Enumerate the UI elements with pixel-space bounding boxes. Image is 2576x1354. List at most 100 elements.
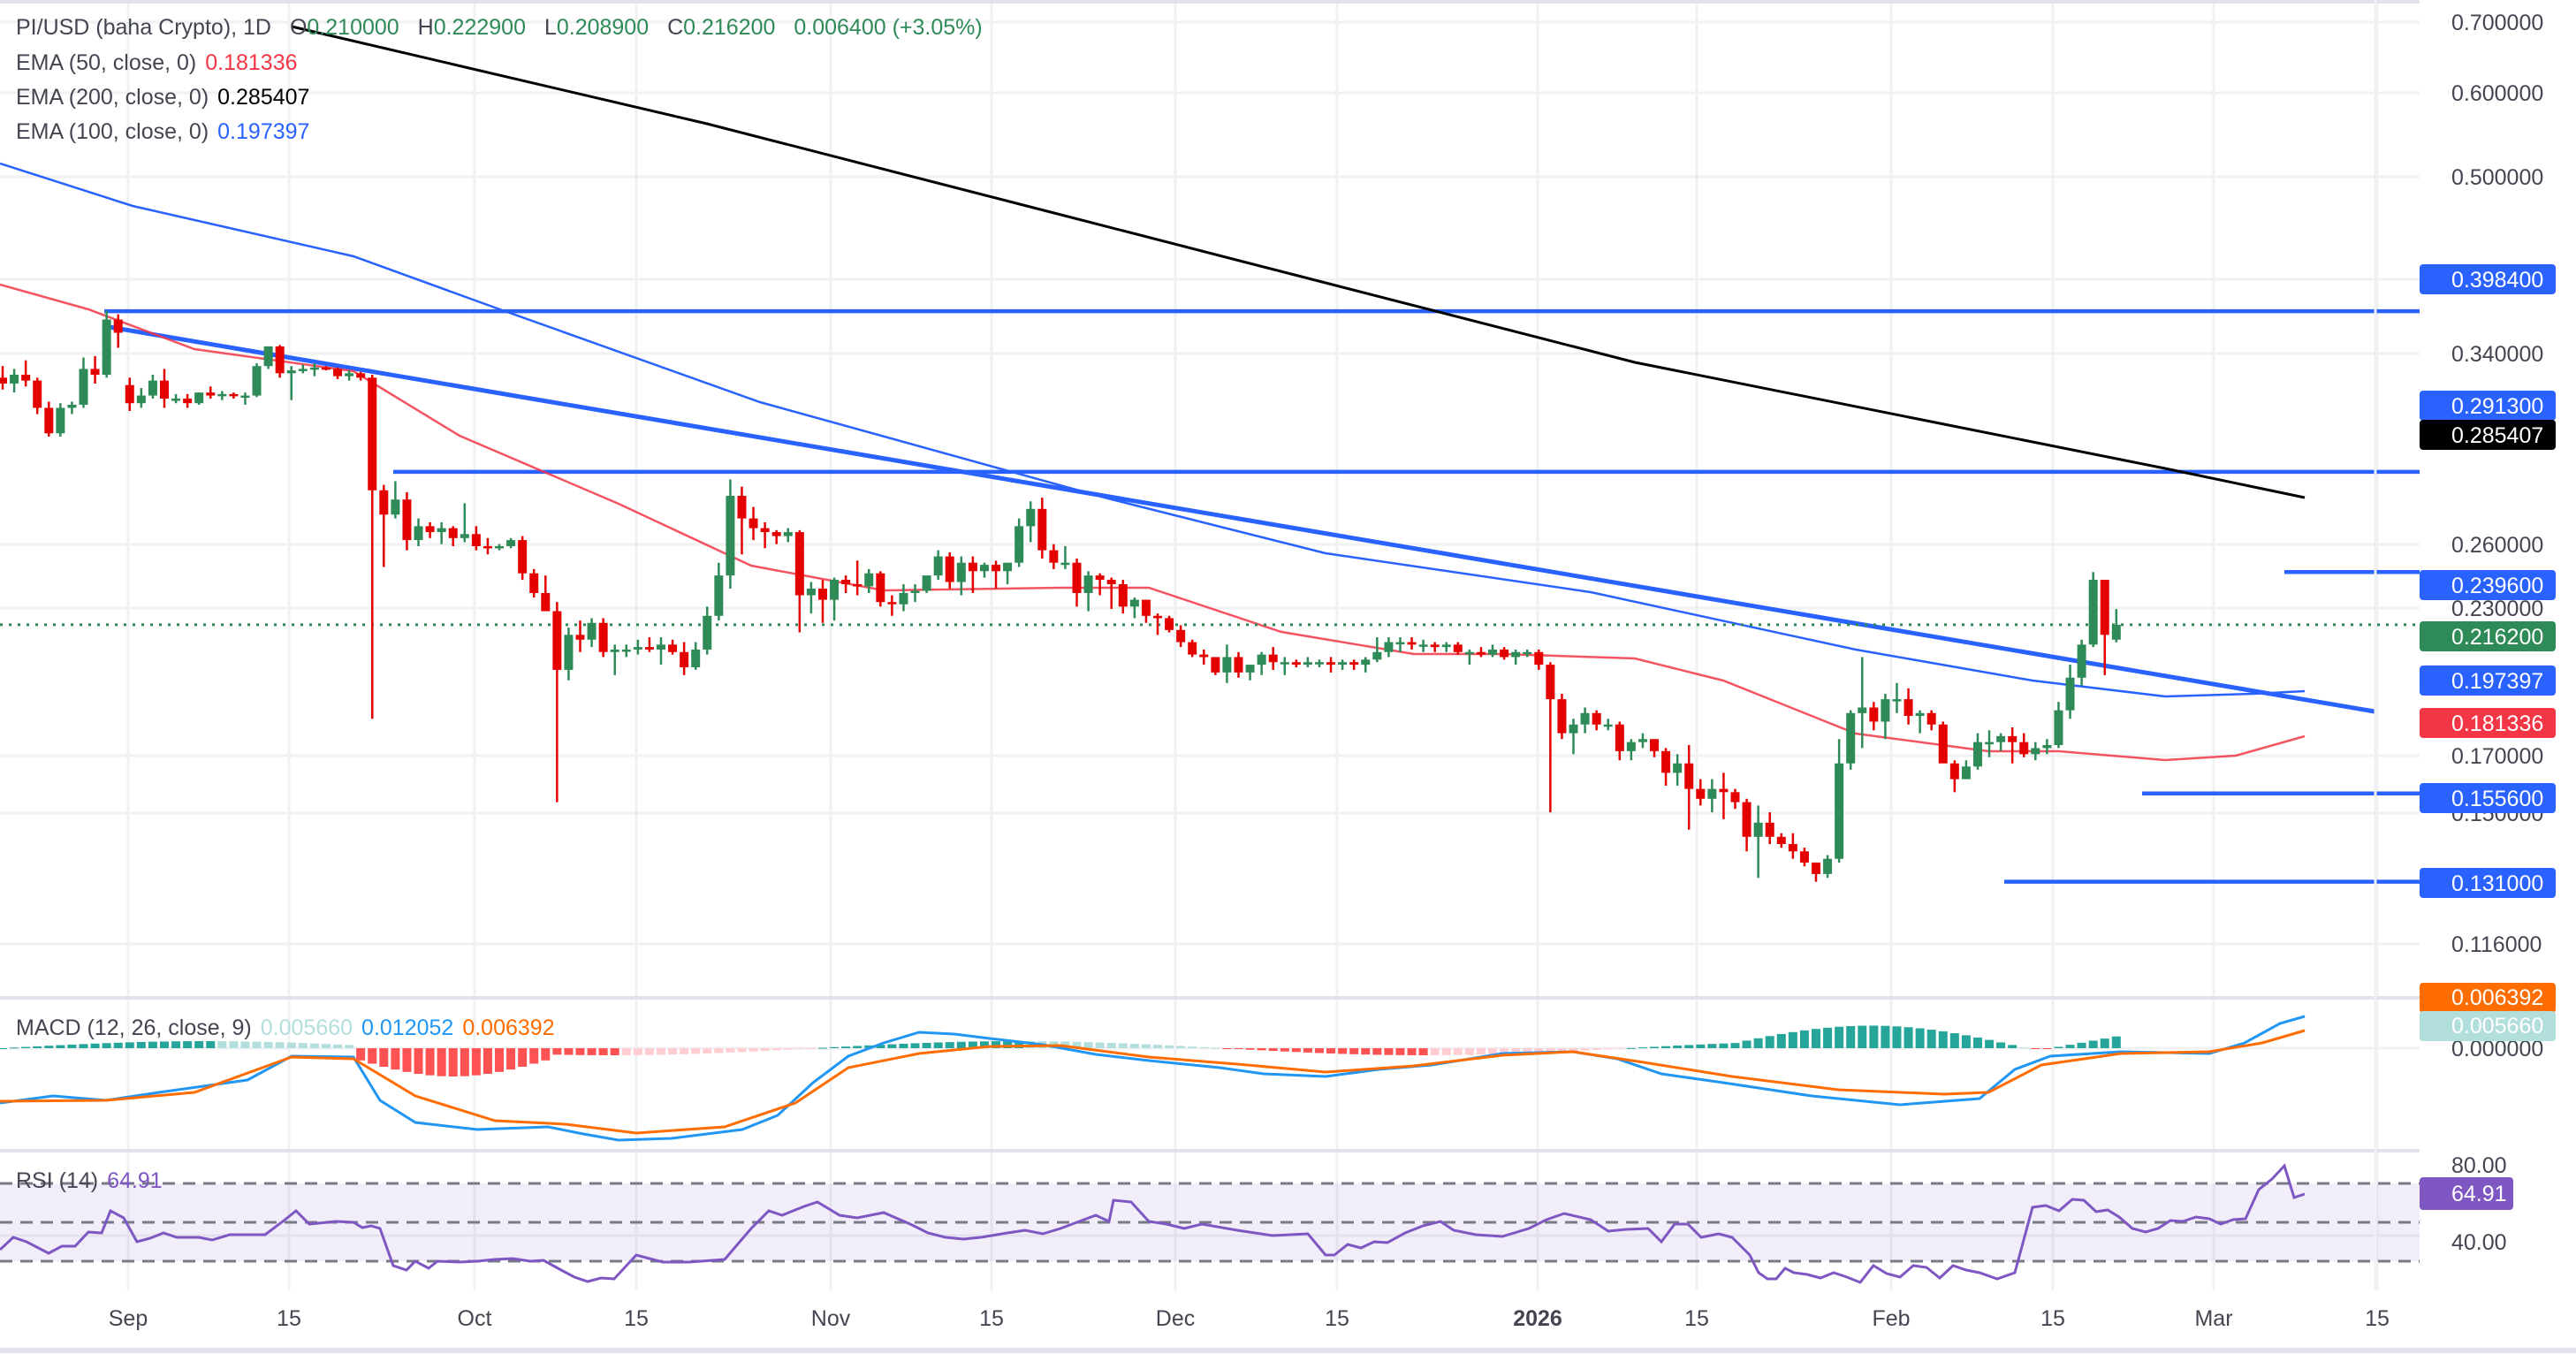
candle-body: [968, 562, 977, 572]
macd-histogram-bar: [621, 1048, 631, 1055]
macd-label: MACD (12, 26, close, 9): [16, 1016, 252, 1040]
macd-histogram-bar: [760, 1048, 770, 1052]
ema200-legend[interactable]: EMA (200, close, 0) 0.285407: [16, 82, 309, 112]
time-axis[interactable]: Sep 15 Oct 15 Nov 15 Dec 15 2026 15 Feb 15 Mar 15: [109, 1306, 2390, 1331]
macd-histogram-bar: [90, 1043, 100, 1048]
candle-body: [1464, 651, 1474, 655]
macd-tag[interactable]: [2420, 1011, 2556, 1041]
candle-body: [229, 393, 239, 397]
candle-body: [506, 540, 516, 546]
macd-histogram-bar: [853, 1046, 862, 1048]
time-tick-label: 15: [1325, 1306, 1349, 1331]
candle-body: [1141, 599, 1151, 616]
macd-histogram-bar: [691, 1048, 701, 1054]
macd-histogram-bar: [1961, 1035, 1971, 1048]
price-tag[interactable]: [2420, 391, 2556, 421]
candle-body: [1926, 712, 1936, 725]
ema100-legend[interactable]: EMA (100, close, 0) 0.197397: [16, 117, 309, 147]
candle-body: [887, 602, 897, 605]
ema-lines: [0, 25, 2306, 762]
candle-body: [90, 369, 100, 375]
macd-histogram-bar: [2019, 1047, 2029, 1049]
macd-histogram-bar: [1407, 1048, 1417, 1055]
price-tag-label: 0.131000: [2451, 871, 2543, 896]
time-tick-label: 15: [624, 1306, 649, 1331]
macd-histogram-bar: [1106, 1042, 1116, 1048]
price-tag[interactable]: [2420, 708, 2556, 738]
macd-histogram-bar: [1361, 1048, 1371, 1055]
macd-histogram-bar: [1788, 1031, 1797, 1048]
price-tag[interactable]: [2420, 264, 2556, 294]
rsi-line: [0, 1163, 2306, 1284]
macd-histogram-bar: [1534, 1048, 1544, 1054]
price-axis[interactable]: 0.700000 0.600000 0.500000 0.340000 0.260000…: [2374, 0, 2576, 1290]
candle-body: [1165, 618, 1174, 630]
candle-body: [564, 635, 574, 670]
macd-histogram-bar: [1926, 1030, 1936, 1048]
candle-body: [402, 499, 412, 541]
candle-body: [703, 615, 712, 650]
candle-body: [760, 528, 770, 533]
macd-histogram-bar: [922, 1042, 931, 1048]
macd-histogram-bar: [783, 1048, 793, 1050]
horizontal-levels[interactable]: [103, 308, 2420, 884]
price-tick-label: 0.340000: [2451, 342, 2543, 367]
macd-histogram-bar: [448, 1048, 458, 1076]
macd-histogram-bar: [714, 1048, 724, 1054]
macd-tag[interactable]: [2420, 983, 2556, 1013]
candle-body: [1730, 792, 1740, 803]
macd-histogram-bar: [1938, 1031, 1948, 1048]
macd-histogram-bar: [1211, 1047, 1220, 1049]
candlestick-series: [0, 310, 2420, 882]
rsi-tag[interactable]: [2420, 1177, 2513, 1210]
time-tick-label: Sep: [109, 1306, 148, 1331]
price-tick-label: 0.170000: [2451, 744, 2543, 769]
candle-body: [1234, 657, 1243, 673]
candle-body: [194, 392, 204, 404]
candle-body: [1938, 724, 1948, 764]
candle-body: [621, 649, 631, 652]
ema50-value: 0.181336: [205, 50, 298, 75]
macd-histogram-bar: [1753, 1038, 1763, 1048]
price-tag-label: 0.216200: [2451, 625, 2543, 650]
macd-histogram-bar: [956, 1041, 966, 1048]
macd-histogram-bar: [2111, 1036, 2121, 1048]
candle-body: [876, 573, 885, 603]
macd-line-value: 0.012052: [361, 1016, 454, 1040]
ema50-legend[interactable]: EMA (50, close, 0) 0.181336: [16, 48, 298, 78]
symbol-title[interactable]: PI/USD (baha Crypto), 1D: [16, 15, 271, 40]
macd-histogram-bar: [1464, 1048, 1474, 1055]
price-tag[interactable]: [2420, 666, 2556, 696]
candle-body: [2042, 745, 2052, 749]
price-tag[interactable]: [2420, 621, 2556, 651]
macd-histogram-bar: [1546, 1048, 1555, 1053]
macd-legend[interactable]: MACD (12, 26, close, 9) 0.005660 0.012052 0…: [16, 1013, 555, 1043]
descending-trendline[interactable]: [103, 323, 2375, 714]
macd-histogram-bar: [483, 1048, 492, 1075]
macd-histogram-bar: [1949, 1033, 1959, 1048]
candle-body: [183, 398, 193, 404]
high-value: 0.222900: [433, 15, 526, 40]
time-tick-label: Feb: [1872, 1306, 1910, 1331]
candle-body: [1858, 707, 1867, 713]
price-tick-label: 0.700000: [2451, 11, 2543, 35]
macd-tag-label: 0.005660: [2451, 1014, 2543, 1038]
candle-body: [240, 395, 250, 399]
price-tag-label: 0.197397: [2451, 669, 2543, 694]
macd-histogram-bar: [945, 1042, 954, 1048]
time-tick-label: 15: [1684, 1306, 1709, 1331]
price-tag[interactable]: [2420, 868, 2556, 898]
candle-body: [587, 622, 597, 640]
candle-body: [1511, 651, 1521, 658]
price-tag[interactable]: [2420, 420, 2556, 450]
price-tag[interactable]: [2420, 783, 2556, 813]
macd-histogram-bar: [333, 1044, 343, 1048]
price-tag[interactable]: [2420, 570, 2556, 600]
time-tick-label: Mar: [2194, 1306, 2232, 1331]
open-label: O: [289, 15, 308, 40]
candle-body: [817, 588, 827, 600]
rsi-legend[interactable]: RSI (14) 64.91: [16, 1166, 163, 1196]
candle-body: [1811, 862, 1820, 874]
